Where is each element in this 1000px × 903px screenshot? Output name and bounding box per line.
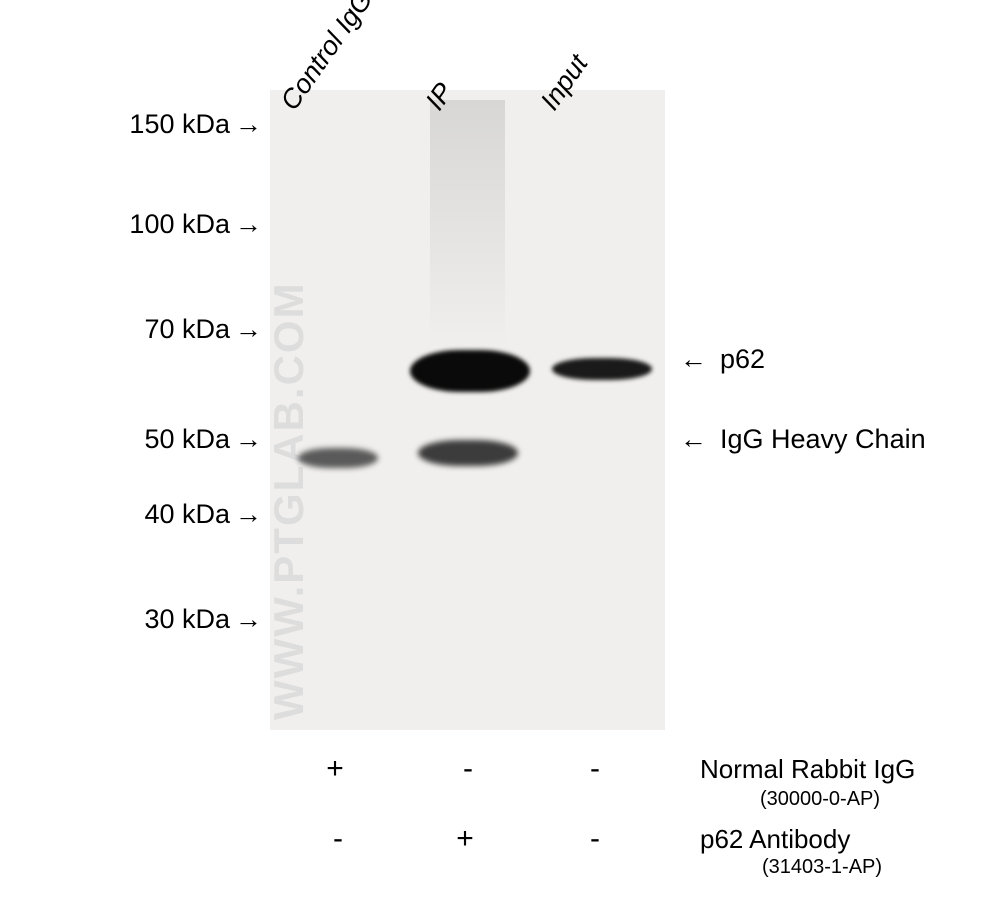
band-ip-heavychain [418,440,518,466]
treatment-cell: + [315,752,355,786]
treatment-label-p62-antibody: p62 Antibody [700,824,850,855]
mw-arrow-icon: → [235,499,262,530]
treatment-catalog-number: (31403-1-AP) [762,856,882,879]
mw-label: 40 kDa [60,499,230,530]
mw-arrow-icon: → [235,109,262,140]
mw-label: 100 kDa [60,209,230,240]
blot-smear-ip [430,100,505,350]
band-annot-p62: p62 [720,344,765,375]
band-ip-p62 [410,350,530,392]
mw-label: 150 kDa [60,109,230,140]
treatment-catalog-number: (30000-0-AP) [760,788,880,811]
figure-container: WWW.PTGLAB.COM 150 kDa → 100 kDa → 70 kD… [0,0,1000,903]
mw-arrow-icon: → [235,209,262,240]
watermark-text: WWW.PTGLAB.COM [265,281,313,720]
treatment-cell: - [575,822,615,856]
mw-label: 50 kDa [60,424,230,455]
treatment-label-normal-rabbit-igg: Normal Rabbit IgG [700,754,915,785]
treatment-cell: - [448,752,488,786]
treatment-cell: - [318,822,358,856]
treatment-cell: + [445,822,485,856]
mw-arrow-icon: → [235,424,262,455]
mw-label: 30 kDa [60,604,230,635]
mw-label: 70 kDa [60,314,230,345]
band-arrow-icon: ← [680,344,707,375]
band-controligg-heavychain [298,448,378,468]
band-input-p62 [552,358,652,380]
treatment-cell: - [575,752,615,786]
mw-arrow-icon: → [235,314,262,345]
mw-arrow-icon: → [235,604,262,635]
band-arrow-icon: ← [680,424,707,455]
band-annot-igg-heavy-chain: IgG Heavy Chain [720,424,926,455]
